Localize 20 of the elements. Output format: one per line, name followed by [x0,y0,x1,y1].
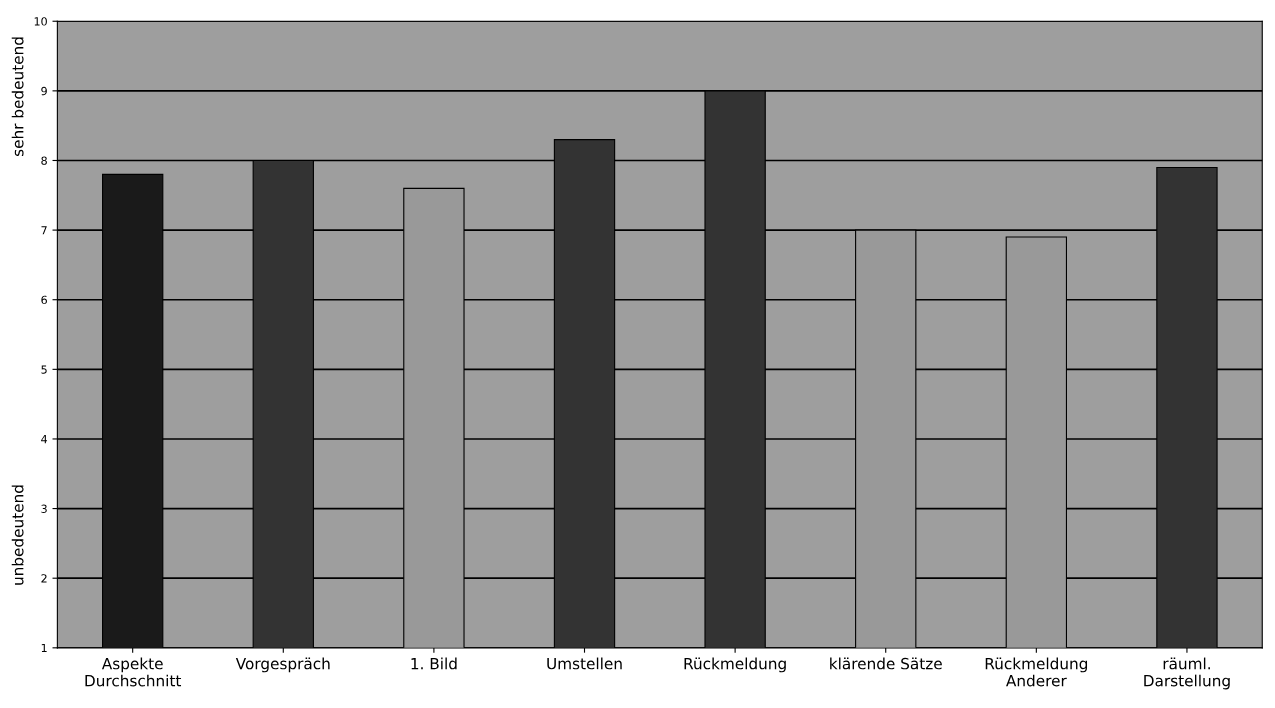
x-tick-label: räuml. Darstellung [1144,657,1230,690]
y-tick-label: 3 [41,504,47,513]
y-tick-label: 7 [41,226,47,235]
x-tick-label: 1. Bild [411,657,457,670]
x-tick-label: Rückmeldung [684,657,786,673]
x-tick-label: Rückmeldung Anderer [985,657,1088,687]
text: unbedeutend [11,485,24,585]
x-tick-label: Umstellen [547,657,622,670]
y-tick-label: 5 [41,365,47,374]
y-tick-label: 1 [41,643,47,653]
x-tick-label: Aspekte Durchschnitt [85,657,182,687]
y-tick-label: 9 [41,86,47,96]
x-tick-label: Vorgespräch [235,657,330,673]
y-tick-label: 6 [41,295,47,305]
y-tick-label: 10 [34,17,47,26]
y-tick-label: 4 [41,435,48,444]
y-tick-label: 2 [41,574,47,583]
y-tick-label: 8 [41,156,47,165]
x-tick-label: klärende Sätze [830,657,942,670]
text: sehr bedeutend [11,37,24,157]
